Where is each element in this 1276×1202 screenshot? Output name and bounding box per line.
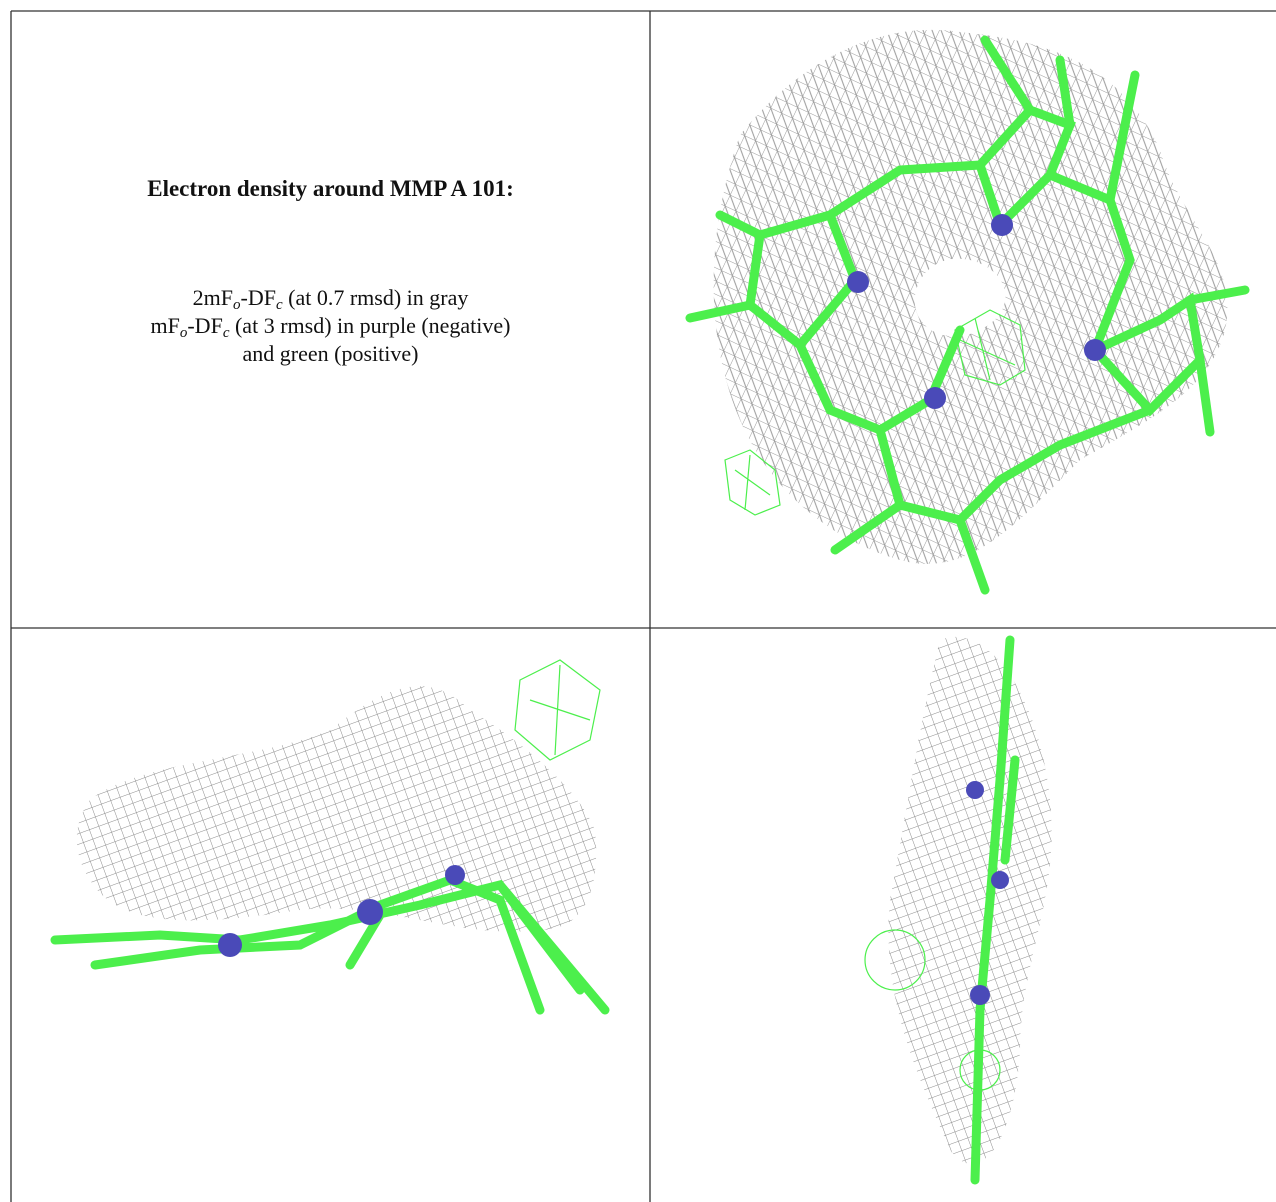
text-run: (at 0.7 rmsd) in gray — [282, 285, 469, 310]
caption-cell: Electron density around MMP A 101: 2mFo-… — [12, 12, 649, 627]
caption-title: Electron density around MMP A 101: — [147, 176, 514, 201]
subscript: o — [233, 297, 241, 313]
text-run: 2mF — [192, 285, 233, 310]
caption-line: and green (positive) — [12, 340, 649, 368]
subscript: c — [275, 297, 283, 313]
caption-lines: 2mFo-DFc (at 0.7 rmsd) in gray mFo-DFc (a… — [12, 284, 649, 368]
caption-line: mFo-DFc (at 3 rmsd) in purple (negative) — [12, 312, 649, 341]
caption-line: 2mFo-DFc (at 0.7 rmsd) in gray — [12, 284, 649, 313]
text-run: -DF — [187, 313, 223, 338]
text-run: and green (positive) — [242, 341, 419, 366]
table-borders — [10, 10, 1276, 1202]
density-bottom-right — [864, 635, 1052, 1185]
density-top — [685, 29, 1250, 595]
text-run: (at 3 rmsd) in purple (negative) — [229, 313, 511, 338]
text-run: -DF — [240, 285, 276, 310]
subscript: c — [222, 325, 230, 341]
density-bottom-left — [50, 659, 610, 1015]
text-run: mF — [150, 313, 180, 338]
subscript: o — [179, 325, 188, 341]
